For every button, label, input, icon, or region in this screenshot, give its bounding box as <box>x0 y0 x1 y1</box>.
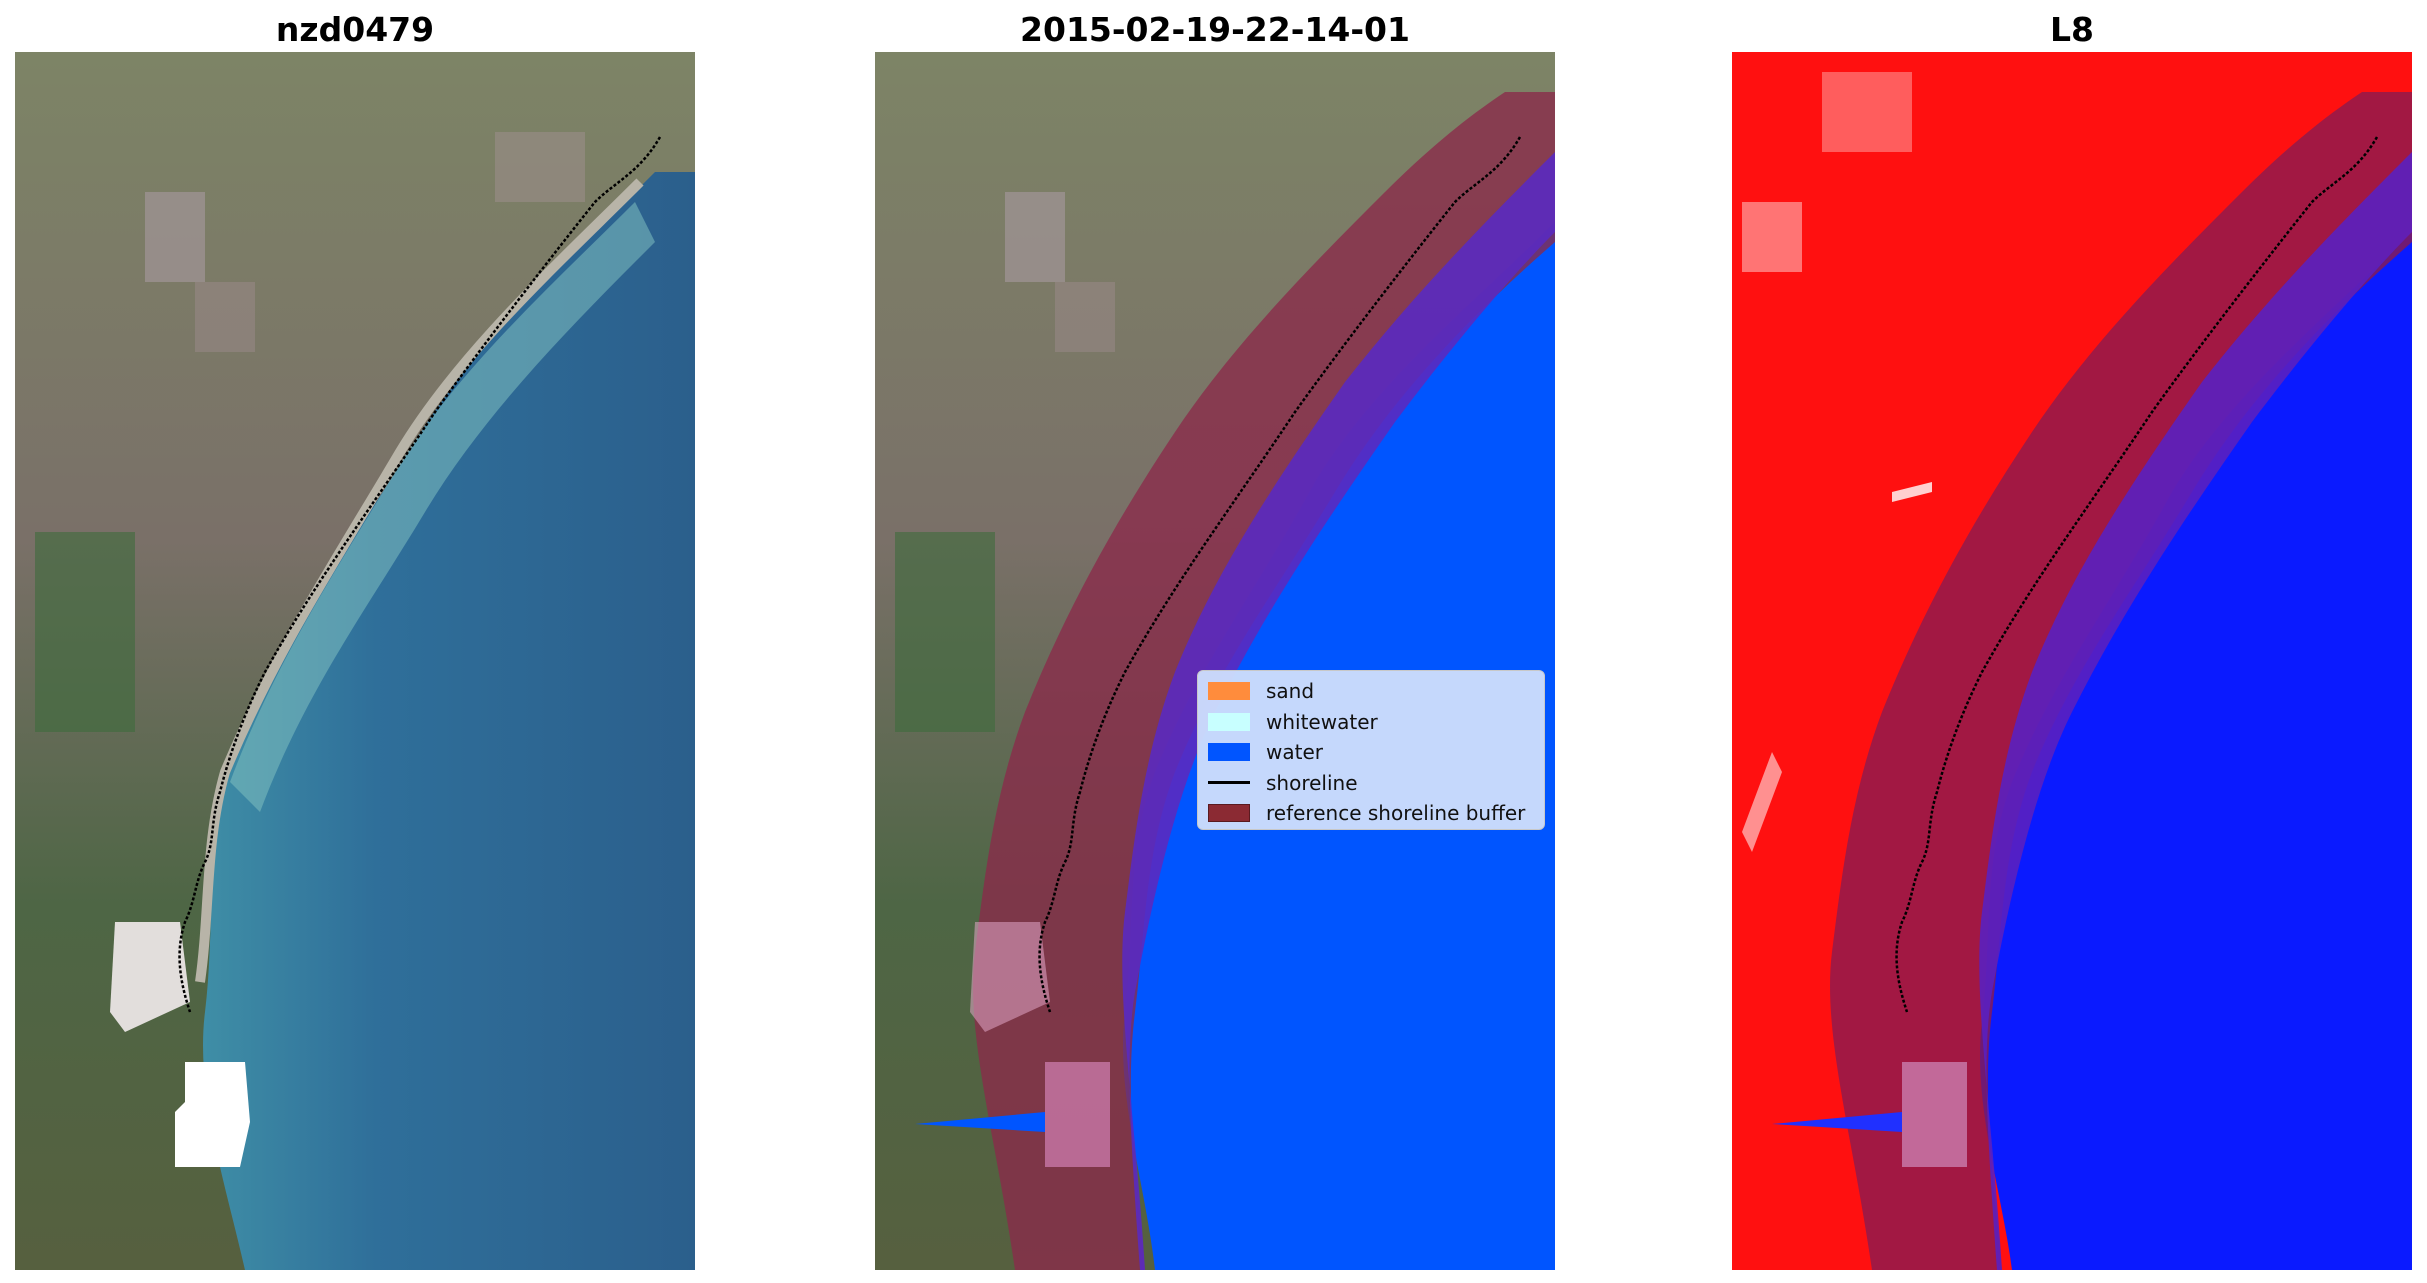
l8-false-color-image <box>1732 52 2412 1270</box>
classified-image-panel <box>875 52 1555 1270</box>
legend-item-whitewater: whitewater <box>1208 707 1534 738</box>
legend: sand whitewater water shoreline referenc… <box>1197 670 1545 830</box>
surf-zone <box>230 202 655 812</box>
buffer-water-overlap <box>1979 152 2412 1270</box>
nodata-block <box>1045 1062 1110 1167</box>
shoreline <box>178 136 662 1013</box>
panel-title-classified: 2015-02-19-22-14-01 <box>1020 10 1410 49</box>
rgb-satellite-image <box>15 52 695 1270</box>
legend-line-shoreline <box>1208 781 1250 785</box>
legend-label-water: water <box>1266 740 1323 765</box>
legend-label-shoreline: shoreline <box>1266 770 1358 795</box>
legend-label-sand: sand <box>1266 679 1315 704</box>
panel-title-l8: L8 <box>2050 10 2094 49</box>
shoreline <box>1038 136 1522 1013</box>
legend-swatch-whitewater <box>1208 712 1250 731</box>
quarry-patch <box>970 922 1050 1032</box>
river-channel <box>915 1112 1045 1132</box>
l8-image-panel <box>1732 52 2412 1270</box>
legend-label-buffer: reference shoreline buffer <box>1266 801 1526 826</box>
panel-title-rgb: nzd0479 <box>275 10 435 49</box>
quarry <box>110 922 190 1032</box>
legend-swatch-water <box>1208 743 1250 762</box>
ocean-area <box>203 172 695 1270</box>
classified-image <box>875 52 1555 1270</box>
legend-swatch-sand <box>1208 682 1250 701</box>
legend-swatch-buffer <box>1208 804 1250 823</box>
nodata-block <box>1902 1062 1967 1167</box>
water-area <box>1979 232 2412 1270</box>
legend-item-buffer: reference shoreline buffer <box>1208 798 1534 829</box>
legend-label-whitewater: whitewater <box>1266 709 1378 734</box>
shoreline <box>1895 136 2379 1013</box>
legend-item-sand: sand <box>1208 676 1534 707</box>
river-channel <box>1772 1112 1902 1132</box>
rgb-image-panel <box>15 52 695 1270</box>
beach-strip <box>195 178 644 983</box>
nodata-block <box>175 1062 250 1167</box>
legend-item-water: water <box>1208 737 1534 768</box>
legend-item-shoreline: shoreline <box>1208 768 1534 799</box>
